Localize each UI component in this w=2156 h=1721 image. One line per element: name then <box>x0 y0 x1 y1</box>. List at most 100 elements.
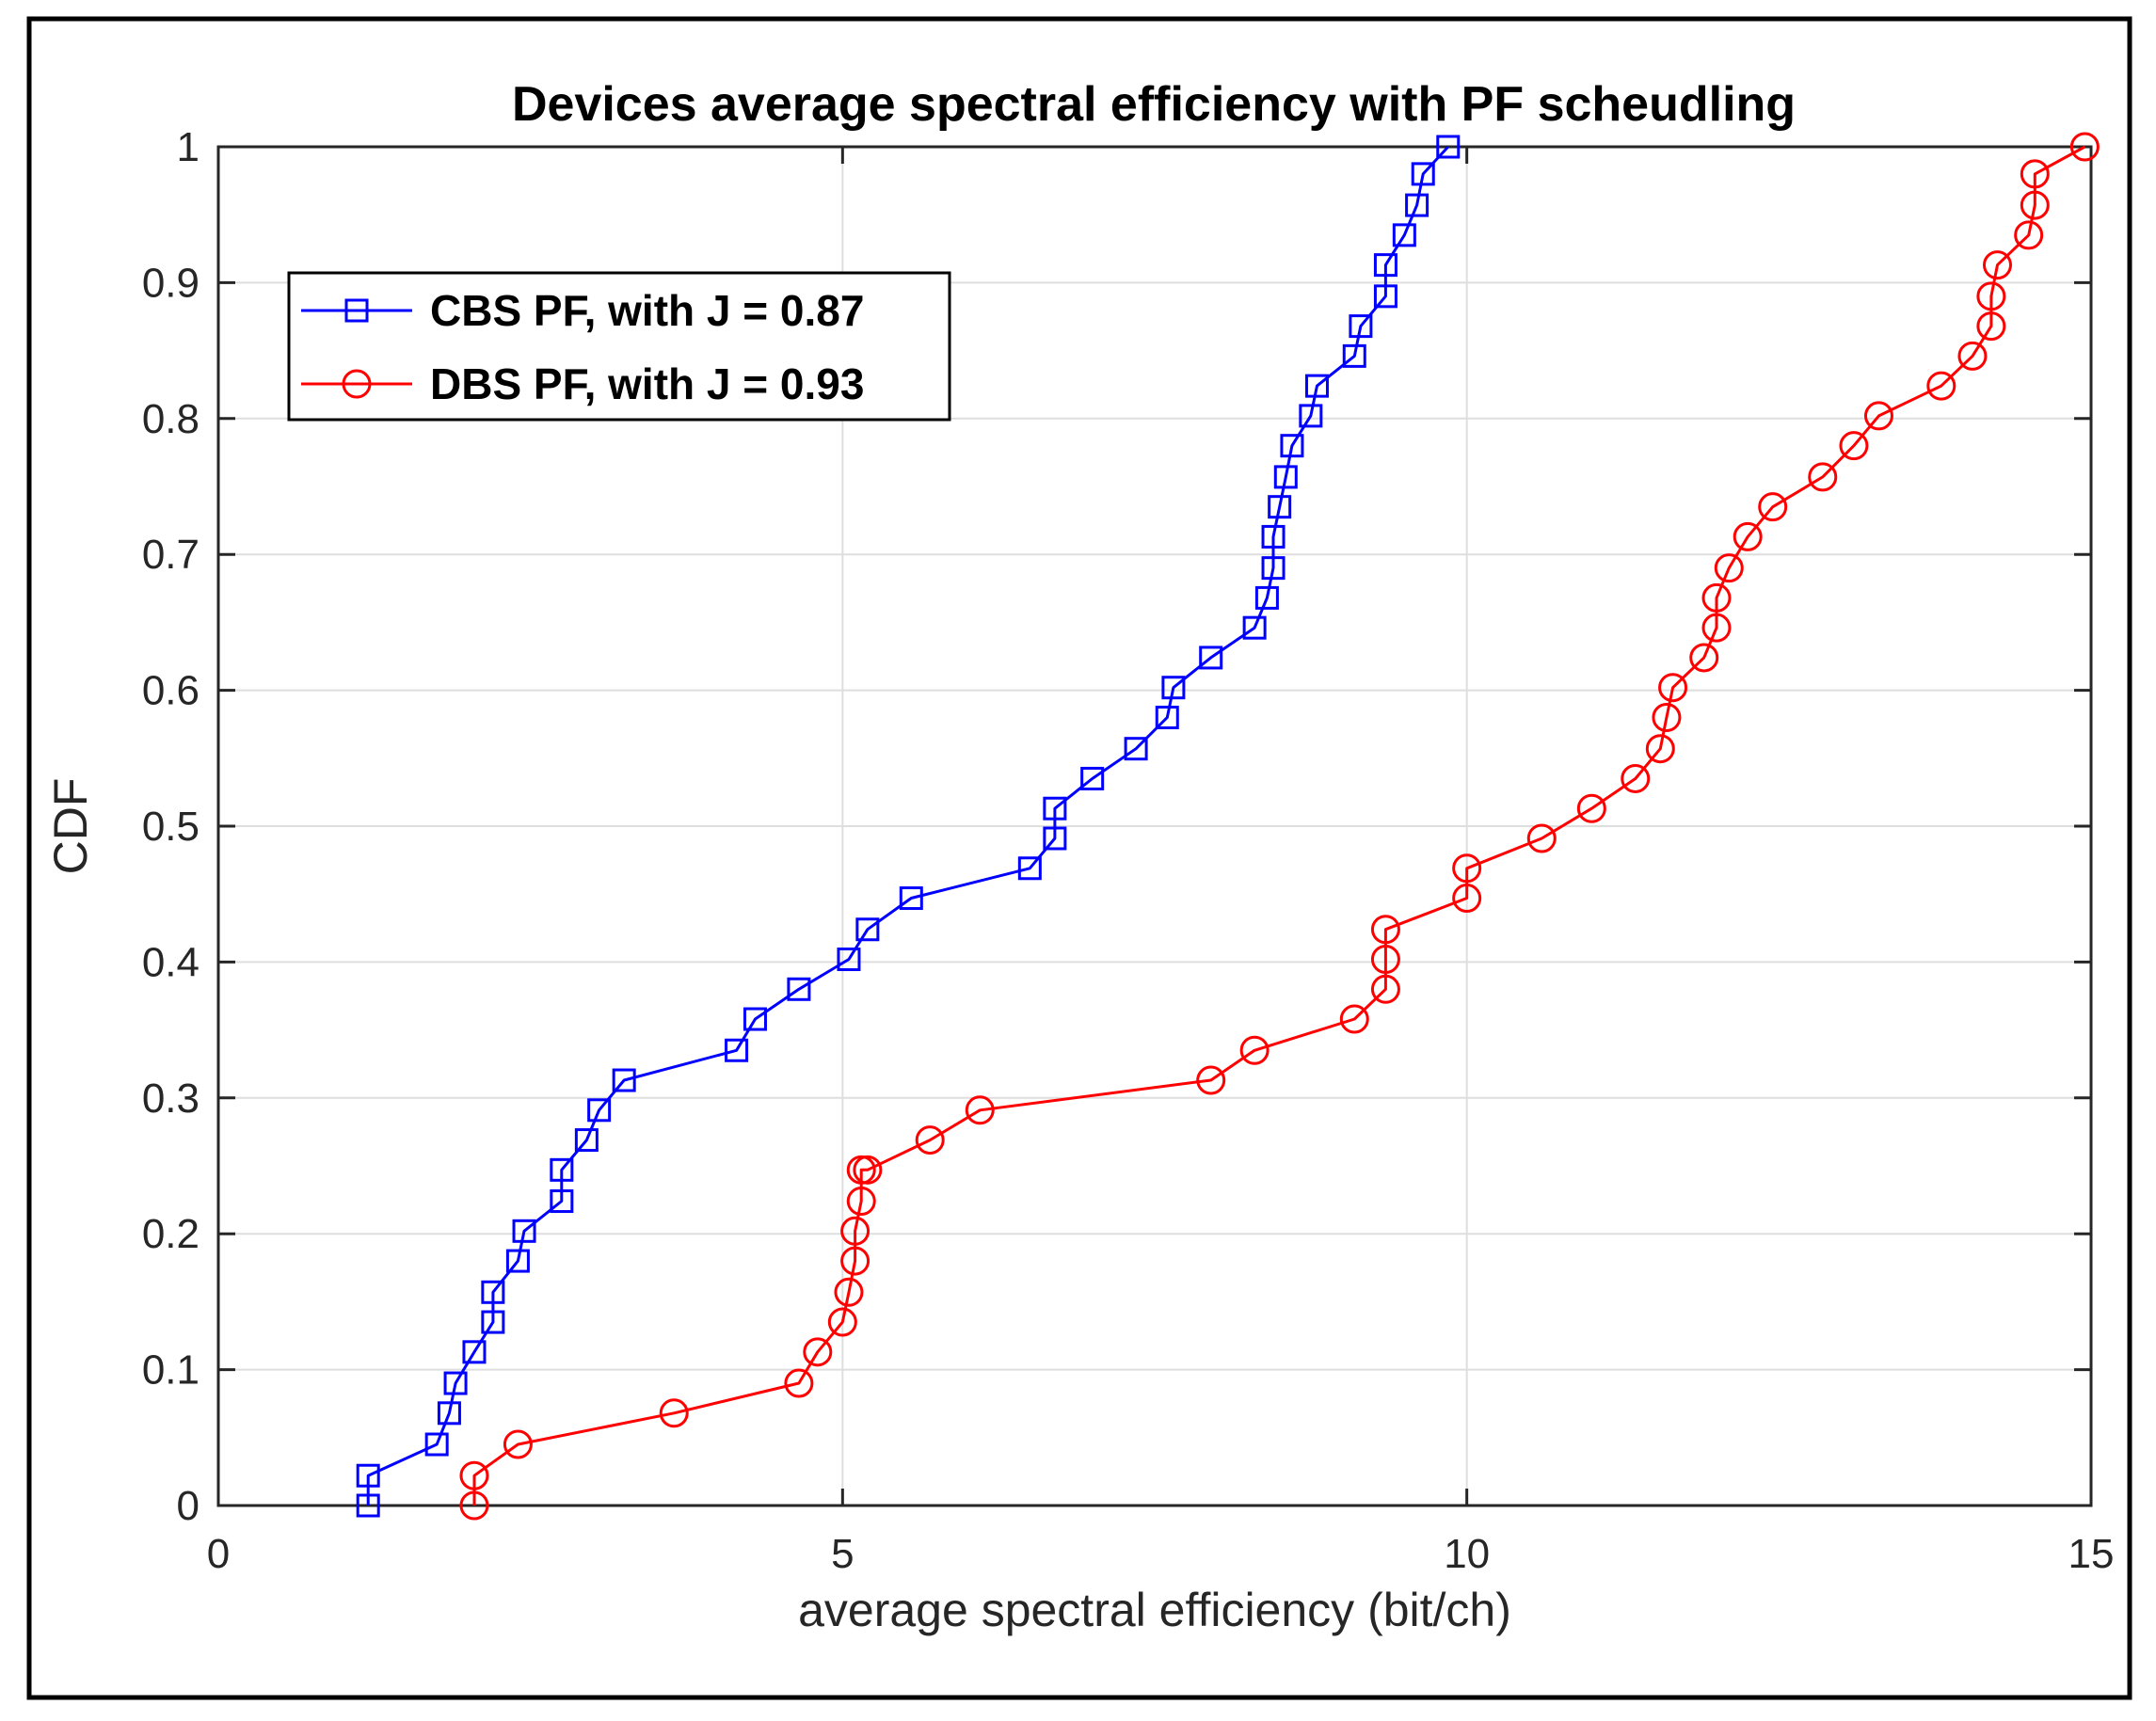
series-2-point <box>1714 553 1744 583</box>
series-1-point <box>837 948 861 972</box>
series-1-point <box>1254 585 1279 610</box>
series-2-point <box>459 1460 489 1490</box>
y-tick-label: 0.3 <box>142 1076 200 1122</box>
series-1-point <box>1373 253 1397 278</box>
y-tick-label: 0.6 <box>142 668 200 714</box>
series-1-point <box>1268 495 1292 519</box>
series-2-point <box>1370 915 1400 945</box>
series-2-point <box>503 1429 533 1459</box>
series-1-point <box>787 977 811 1001</box>
series-1-point <box>1373 284 1397 309</box>
series-1-point <box>443 1371 468 1395</box>
series-1-point <box>505 1249 530 1273</box>
series-2-point <box>2020 190 2050 220</box>
series-2-point <box>2014 220 2044 250</box>
series-1-point <box>1342 343 1366 368</box>
series-2-point <box>803 1337 833 1367</box>
series-1-point <box>1161 676 1186 700</box>
series-2-point <box>1976 281 2006 311</box>
y-tick-label: 0.8 <box>142 396 200 442</box>
legend-entries: CBS PF, with J = 0.87 DBS PF, with J = 0.… <box>301 286 864 408</box>
series-1-point <box>1392 223 1416 247</box>
series-2-point <box>1701 613 1732 643</box>
series-1-point <box>743 1007 767 1031</box>
y-tick-label: 0.1 <box>142 1347 200 1394</box>
series-1-point <box>437 1401 461 1426</box>
legend-entry-2: DBS PF, with J = 0.93 <box>301 359 864 408</box>
series-2-point <box>1957 341 1988 371</box>
series-1-point <box>1261 524 1286 549</box>
y-tick-label: 0 <box>177 1483 200 1529</box>
series-2-point <box>1452 853 1482 884</box>
series-1-point <box>587 1098 612 1123</box>
series-2-point <box>840 1246 870 1276</box>
series-1 <box>356 135 1461 1518</box>
series-2-point <box>659 1398 689 1428</box>
series-2-point <box>784 1368 814 1398</box>
x-axis-label: average spectral efficiency (bit/ch) <box>798 1584 1511 1636</box>
series-1-point <box>481 1310 505 1334</box>
series-2-point <box>915 1125 945 1155</box>
series-2-point <box>1701 582 1732 613</box>
series-1-point <box>1199 645 1223 670</box>
series-1-point <box>550 1189 574 1214</box>
series-2-point <box>1983 250 2012 280</box>
series-1-point <box>725 1038 749 1062</box>
series-1-point <box>1261 556 1286 581</box>
series-1-point <box>1405 193 1429 217</box>
legend-label: CBS PF, with J = 0.87 <box>430 286 864 335</box>
series-2-point <box>1733 521 1763 551</box>
y-tick-label: 0.9 <box>142 260 200 306</box>
series-1-point <box>612 1068 636 1092</box>
legend-label: DBS PF, with J = 0.93 <box>430 359 864 408</box>
y-tick-label: 0.7 <box>142 532 200 578</box>
series-2-point <box>1689 643 1719 673</box>
series-1-point <box>1155 705 1179 729</box>
series-2-point <box>1645 734 1675 764</box>
series-2-point <box>840 1216 870 1246</box>
series-2-point <box>1658 673 1688 703</box>
series-2-point <box>2020 159 2050 189</box>
x-tick-label: 10 <box>1444 1531 1490 1577</box>
series-1-point <box>1043 796 1067 821</box>
series-2-point <box>846 1187 876 1217</box>
series-2-point <box>834 1277 864 1307</box>
series-1-point <box>574 1128 599 1153</box>
x-tick-label: 5 <box>831 1531 854 1577</box>
series-1-point <box>356 1493 380 1518</box>
series-1-point <box>1080 766 1105 790</box>
series-1-point <box>1349 314 1373 339</box>
series-layer <box>356 132 2100 1521</box>
series-1-point <box>462 1340 487 1364</box>
y-axis-label: CDF <box>44 778 97 875</box>
series-2-point <box>1576 793 1606 823</box>
series-1-point <box>512 1219 536 1243</box>
series-1-point <box>1043 826 1067 851</box>
legend: CBS PF, with J = 0.87 DBS PF, with J = 0.… <box>287 271 951 422</box>
series-2-point <box>1863 401 1893 431</box>
x-tick-label: 15 <box>2068 1531 2115 1577</box>
series-2-point <box>1652 702 1682 732</box>
series-2-point <box>1926 371 1956 401</box>
series-1-point <box>1124 737 1148 761</box>
series-2-point <box>1370 945 1400 975</box>
series-1-point <box>1242 615 1267 640</box>
series-1-point <box>356 1463 380 1488</box>
legend-swatch-marker <box>342 369 372 399</box>
y-tick-label: 0.5 <box>142 804 200 850</box>
series-2-point <box>1452 884 1482 914</box>
tick-layer <box>216 145 2093 1507</box>
series-2-point <box>1621 763 1651 793</box>
series-2-point <box>1370 974 1400 1004</box>
series-1-point <box>1304 374 1329 398</box>
series-1-point <box>550 1157 574 1182</box>
series-1-point <box>1280 434 1304 458</box>
series-1-point <box>855 917 880 942</box>
series-1-point <box>1299 404 1323 428</box>
series-2-point <box>965 1095 995 1125</box>
series-2-point <box>1196 1065 1226 1095</box>
legend-swatch-marker <box>344 298 369 323</box>
series-1-point <box>1411 162 1435 186</box>
x-tick-labels: 0 5 10 15 <box>207 1531 2115 1577</box>
